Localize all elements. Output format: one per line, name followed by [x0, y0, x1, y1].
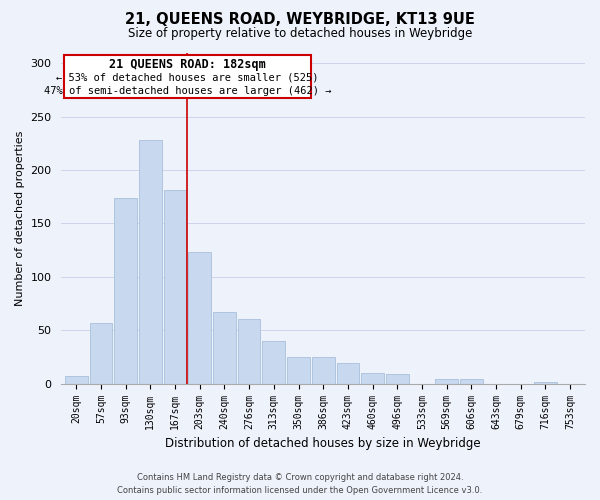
Bar [262, 341, 285, 384]
Bar [386, 374, 409, 384]
Text: Contains HM Land Registry data © Crown copyright and database right 2024.
Contai: Contains HM Land Registry data © Crown c… [118, 473, 482, 495]
Bar [312, 357, 335, 384]
Text: 47% of semi-detached houses are larger (462) →: 47% of semi-detached houses are larger (… [44, 86, 331, 96]
Bar [534, 382, 557, 384]
Bar [213, 312, 236, 384]
Bar [89, 323, 112, 384]
Bar [361, 373, 384, 384]
Text: ← 53% of detached houses are smaller (525): ← 53% of detached houses are smaller (52… [56, 72, 319, 83]
Bar [139, 140, 161, 384]
FancyBboxPatch shape [64, 54, 311, 98]
X-axis label: Distribution of detached houses by size in Weybridge: Distribution of detached houses by size … [166, 437, 481, 450]
Bar [287, 357, 310, 384]
Bar [114, 198, 137, 384]
Bar [65, 376, 88, 384]
Bar [337, 364, 359, 384]
Text: 21 QUEENS ROAD: 182sqm: 21 QUEENS ROAD: 182sqm [109, 58, 266, 71]
Y-axis label: Number of detached properties: Number of detached properties [15, 130, 25, 306]
Bar [188, 252, 211, 384]
Bar [436, 380, 458, 384]
Bar [460, 380, 483, 384]
Bar [164, 190, 187, 384]
Text: 21, QUEENS ROAD, WEYBRIDGE, KT13 9UE: 21, QUEENS ROAD, WEYBRIDGE, KT13 9UE [125, 12, 475, 28]
Bar [238, 318, 260, 384]
Text: Size of property relative to detached houses in Weybridge: Size of property relative to detached ho… [128, 28, 472, 40]
